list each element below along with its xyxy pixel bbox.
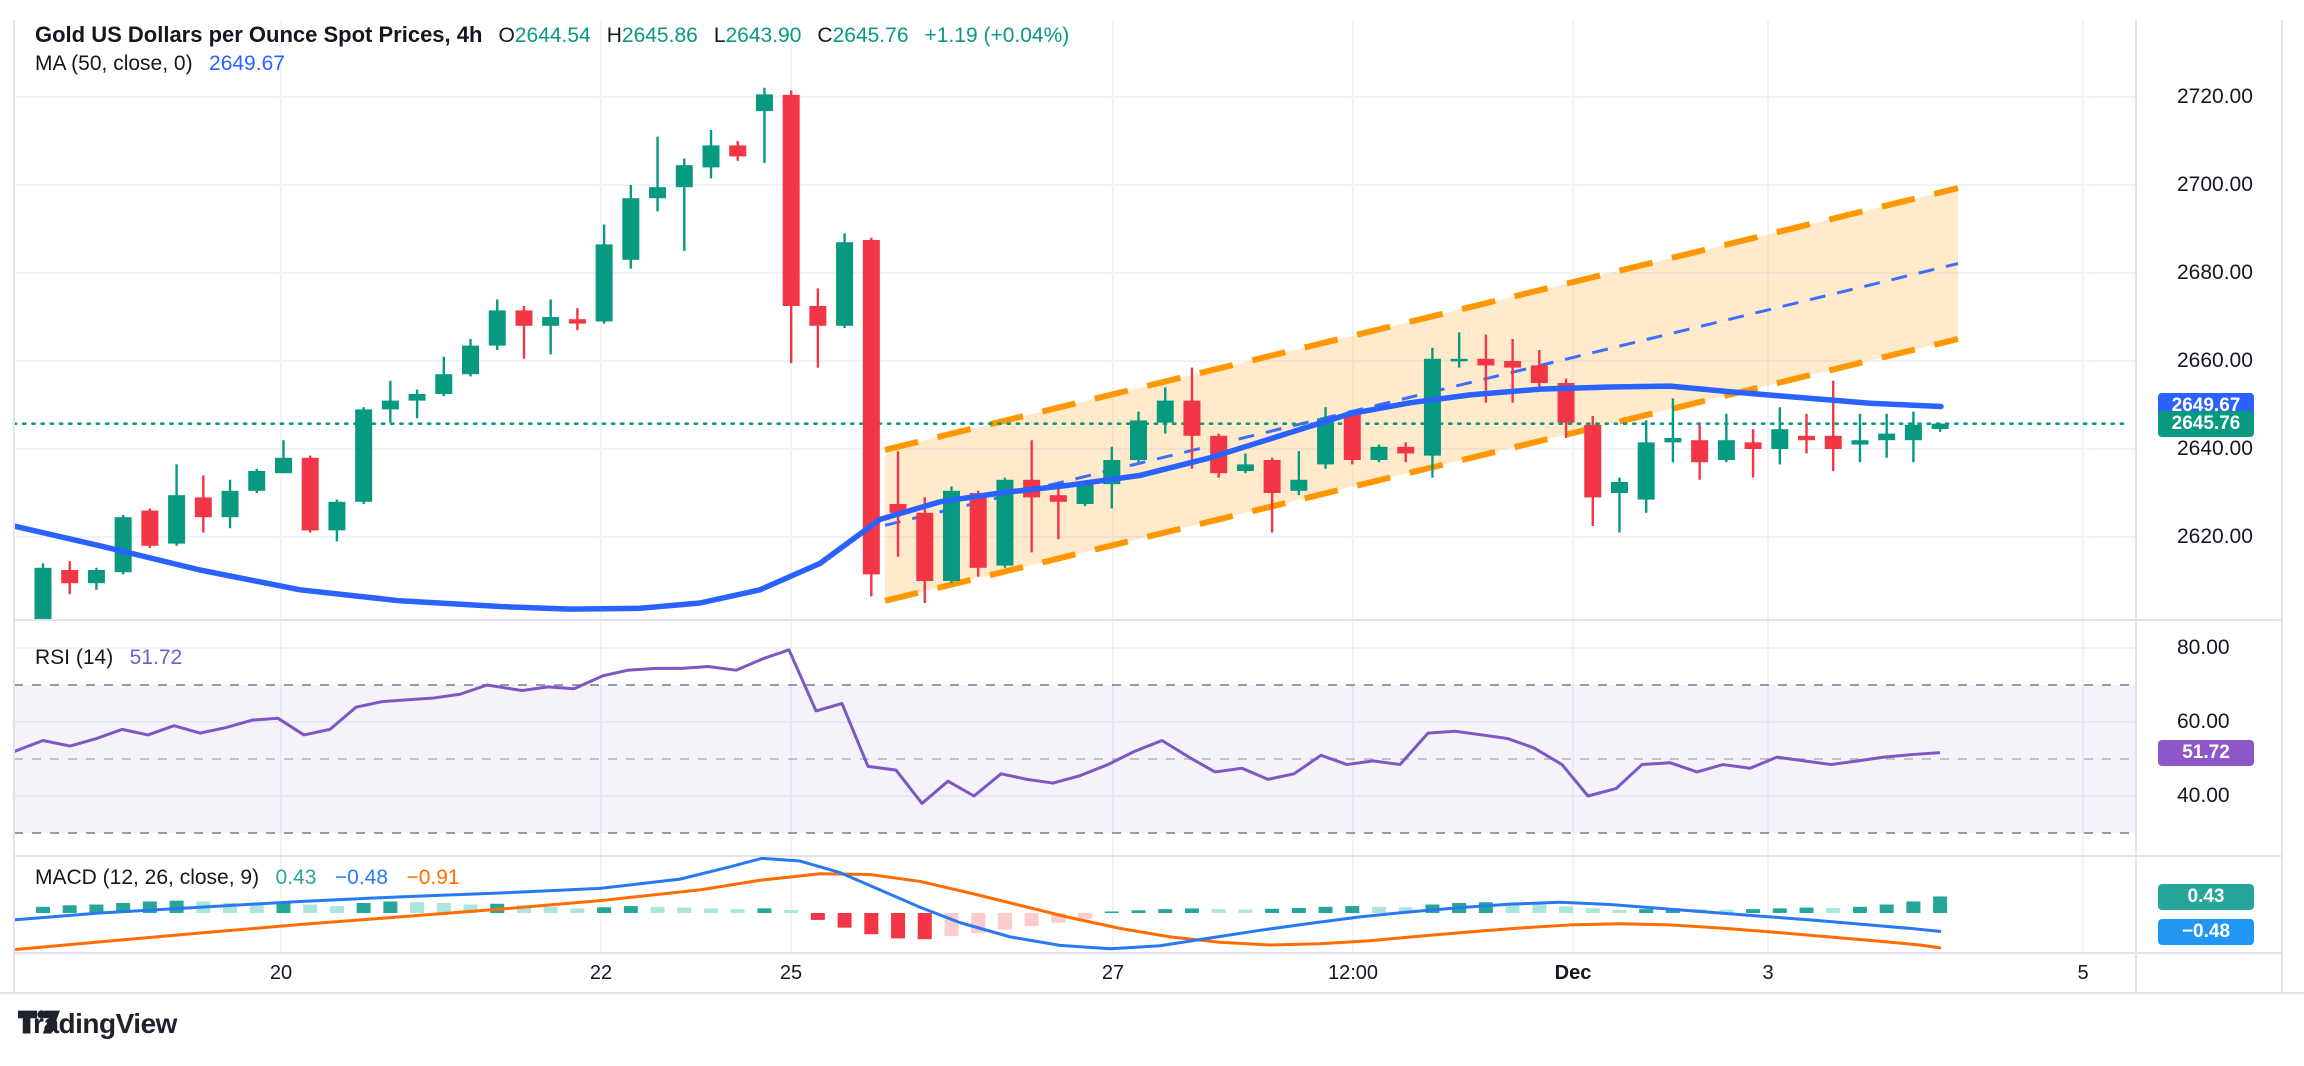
pane-separators [0,20,2304,994]
macd-label: MACD (12, 26, close, 9) [35,866,260,889]
time-tick: 12:00 [1327,962,1379,984]
rsi-tick: 80.00 [2177,636,2230,659]
macd-blue-line [14,857,1942,951]
rsi-tick: 40.00 [2177,784,2230,807]
time-tick: 20 [269,962,293,984]
rsi-value-badge: 51.72 [2158,740,2254,766]
macd-signal-line [14,872,1942,952]
time-tick: 22 [589,962,613,984]
candles [34,87,1949,620]
rsi-legend-row[interactable]: RSI (14) 51.72 [35,646,182,670]
ma-legend-row[interactable]: MA (50, close, 0) 2649.67 [35,52,285,76]
open-label: O [498,24,515,47]
time-tick: 3 [1762,962,1774,984]
price-tick: 2720.00 [2177,85,2253,108]
rsi-tick: 60.00 [2177,710,2230,733]
low-value: 2643.90 [725,24,802,47]
tradingview-logo-icon [18,1010,60,1034]
macd-line-value: −0.48 [334,866,389,889]
time-tick: 27 [1101,962,1125,984]
symbol-legend-row[interactable]: Gold US Dollars per Ounce Spot Prices, 4… [35,22,1069,48]
tradingview-logo-link[interactable]: TradingView [18,1008,177,1040]
macd-histogram [36,896,1948,940]
ma50-line [14,383,1944,612]
change-value: +1.19 (+0.04%) [924,24,1070,47]
time-tick: 5 [2077,962,2089,984]
time-tick: Dec [1554,962,1592,984]
macd-histogram-value: 0.43 [275,866,317,889]
rsi-label: RSI (14) [35,646,114,669]
ma-value: 2649.67 [209,52,285,75]
ma-label: MA (50, close, 0) [35,52,193,75]
rsi-band [14,684,2136,834]
rsi-line [14,648,1941,805]
time-tick: 25 [779,962,803,984]
high-value: 2645.86 [621,24,698,47]
macd-legend-row[interactable]: MACD (12, 26, close, 9) 0.43 −0.48 −0.91 [35,866,460,890]
price-tick: 2700.00 [2177,173,2253,196]
symbol-title: Gold US Dollars per Ounce Spot Prices, 4… [35,22,483,47]
price-tick: 2680.00 [2177,261,2253,284]
last-price-badge: 2645.76 [2158,411,2254,437]
macd-signal-value: −0.91 [406,866,460,889]
high-label: H [606,24,622,47]
low-label: L [713,24,726,47]
open-value: 2644.54 [514,24,591,47]
price-tick: 2620.00 [2177,525,2253,548]
price-tick: 2660.00 [2177,349,2253,372]
price-tick: 2640.00 [2177,437,2253,460]
trend-channel [884,185,1959,604]
close-label: C [817,24,833,47]
macd-histogram-badge: 0.43 [2158,884,2254,910]
macd-line-badge: −0.48 [2158,919,2254,945]
rsi-value: 51.72 [129,646,183,669]
close-value: 2645.76 [832,24,909,47]
